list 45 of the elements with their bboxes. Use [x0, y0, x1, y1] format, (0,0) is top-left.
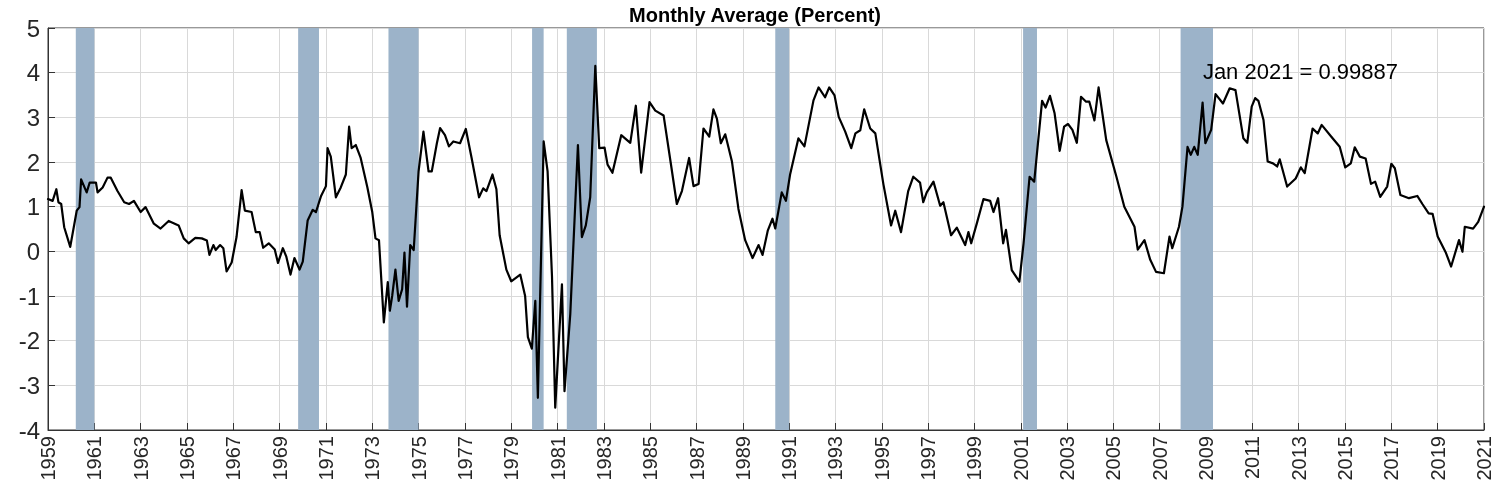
x-tick-label: 1985: [639, 436, 662, 481]
x-tick-label: 1991: [778, 436, 801, 481]
x-tick-label: 1999: [963, 436, 986, 481]
y-tick-label: -2: [18, 327, 40, 355]
x-tick-label: 2019: [1426, 436, 1449, 481]
x-tick-label: 2005: [1102, 436, 1125, 481]
y-tick-label: 1: [26, 193, 40, 221]
x-tick-label: 1971: [314, 436, 337, 481]
line-series: [46, 64, 1486, 409]
x-tick-label: 2001: [1009, 436, 1032, 481]
x-tick-label: 2011: [1241, 436, 1264, 480]
x-tick-label: 1987: [685, 436, 708, 481]
x-tick-label: 1997: [917, 436, 940, 481]
x-tick-label: 1959: [37, 436, 59, 481]
x-tick-label: 2007: [1148, 436, 1171, 481]
x-tick-label: 2013: [1287, 436, 1310, 481]
x-tick-label: 1969: [268, 436, 291, 481]
x-tick-label: 1973: [361, 436, 384, 481]
x-tick-label: 1975: [407, 436, 430, 481]
x-tick-label: 1967: [222, 436, 245, 481]
x-tick-label: 2015: [1334, 436, 1357, 481]
y-tick-label: 2: [26, 148, 40, 176]
x-tick-label: 2021: [1473, 436, 1495, 481]
y-tick-label: -3: [18, 371, 40, 399]
x-tick-label: 2003: [1056, 436, 1079, 481]
x-tick-label: 2017: [1380, 436, 1403, 481]
chart-title: Monthly Average (Percent): [629, 4, 881, 26]
x-tick-label: 1981: [546, 436, 569, 481]
x-tick-label: 1965: [175, 436, 198, 481]
x-tick-label: 1979: [500, 436, 523, 481]
x-tick-label: 1961: [83, 436, 106, 481]
x-tick-label: 2009: [1195, 436, 1218, 481]
annotation: Jan 2021 = 0.99887: [1202, 58, 1398, 84]
y-tick-label: 5: [26, 14, 40, 42]
x-tick-label: 1989: [731, 436, 754, 481]
y-tick-label: 0: [26, 237, 40, 265]
x-tick-label: 1963: [129, 436, 152, 481]
y-tick-label: -1: [18, 282, 40, 310]
x-tick-label: 1983: [592, 436, 615, 481]
x-tick-label: 1993: [824, 436, 847, 481]
y-tick-label: -4: [18, 416, 40, 444]
y-tick-label: 3: [26, 103, 40, 131]
y-tick-label: 4: [26, 59, 40, 87]
x-tick-label: 1977: [453, 436, 476, 481]
x-tick-label: 1995: [870, 436, 893, 481]
